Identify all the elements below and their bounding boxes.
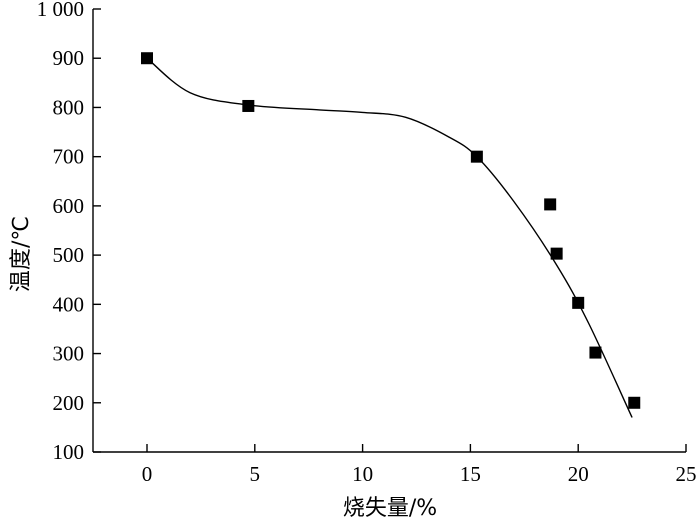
x-tick-label: 20: [568, 462, 589, 486]
data-point-marker: [544, 198, 557, 211]
y-tick-label: 1 000: [37, 0, 84, 21]
x-tick-label: 25: [676, 462, 697, 486]
y-tick-label: 900: [53, 46, 85, 70]
y-tick-label: 100: [53, 440, 85, 464]
y-tick-label: 500: [53, 243, 85, 267]
y-tick-label: 800: [53, 95, 85, 119]
data-point-marker: [141, 52, 153, 65]
y-ticks: 100 200 300 400 500 600 700 800 900 1 000: [37, 0, 101, 464]
axes: [92, 9, 686, 453]
x-tick-label: 15: [460, 462, 481, 486]
fit-curve: [146, 57, 633, 418]
y-tick-label: 700: [53, 145, 85, 169]
x-tick-label: 10: [352, 462, 373, 486]
x-ticks: 0 5 10 15 20 25: [142, 444, 697, 486]
y-tick-label: 600: [53, 194, 85, 218]
y-tick-label: 200: [53, 391, 85, 415]
y-tick-label: 400: [53, 292, 85, 316]
data-point-marker: [242, 99, 255, 112]
data-point-marker: [589, 346, 602, 359]
x-axis-title: 烧失量/%: [343, 496, 437, 521]
fit-curve-group: [146, 57, 633, 418]
data-point-marker: [470, 150, 483, 163]
data-point-marker: [572, 296, 585, 309]
y-tick-label: 300: [53, 342, 85, 366]
y-axis-title: 温度/℃: [9, 216, 34, 292]
x-tick-label: 5: [250, 462, 261, 486]
data-point-marker: [550, 247, 563, 260]
x-tick-label: 0: [142, 462, 153, 486]
data-points: [141, 52, 641, 409]
data-point-marker: [628, 396, 641, 409]
